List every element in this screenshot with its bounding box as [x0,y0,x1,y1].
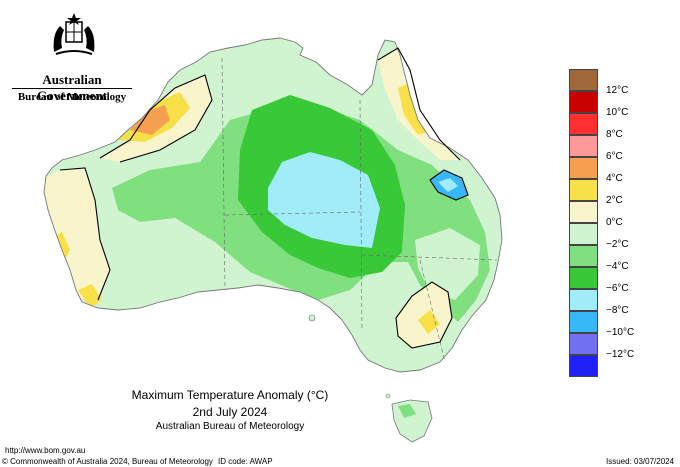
legend-swatch [569,157,598,179]
legend-label: −12°C [606,349,635,360]
map-title: Maximum Temperature Anomaly (°C) [131,388,329,402]
legend-label: 8°C [606,129,623,140]
legend-label: −2°C [606,239,629,250]
issued-date: Issued: 03/07/2024 [606,457,675,466]
legend-swatch [569,333,598,355]
map-date: 2nd July 2024 [192,405,268,419]
legend-label: −8°C [606,305,629,316]
legend-label: 2°C [606,195,623,206]
id-code: ID code: AWAP [218,457,273,466]
legend-swatch [569,311,598,333]
legend-swatch [569,179,598,201]
legend-swatch [569,245,598,267]
legend-label: 6°C [606,151,623,162]
legend-swatch [569,223,598,245]
bureau-title: Bureau of Meteorology [17,91,127,103]
legend-label: 10°C [606,107,629,118]
legend-swatch [569,91,598,113]
logo-divider [12,88,132,89]
legend-label: 4°C [606,173,623,184]
legend-swatch [569,355,598,377]
government-title: Australian Government [36,72,108,103]
website-link[interactable]: http://www.bom.gov.au [5,446,86,455]
copyright-text: © Commonwealth of Australia 2024, Bureau… [2,457,213,466]
legend-label: −6°C [606,283,629,294]
legend-swatch [569,201,598,223]
map-source: Australian Bureau of Meteorology [155,421,305,432]
legend-label: −4°C [606,261,629,272]
legend-swatch [569,69,598,91]
coat-of-arms-icon [53,13,95,55]
legend-swatch [569,135,598,157]
legend-label: −10°C [606,327,635,338]
legend-swatch [569,289,598,311]
legend-swatch [569,267,598,289]
legend-swatch [569,113,598,135]
legend-label: 0°C [606,217,623,228]
legend-label: 12°C [606,85,629,96]
